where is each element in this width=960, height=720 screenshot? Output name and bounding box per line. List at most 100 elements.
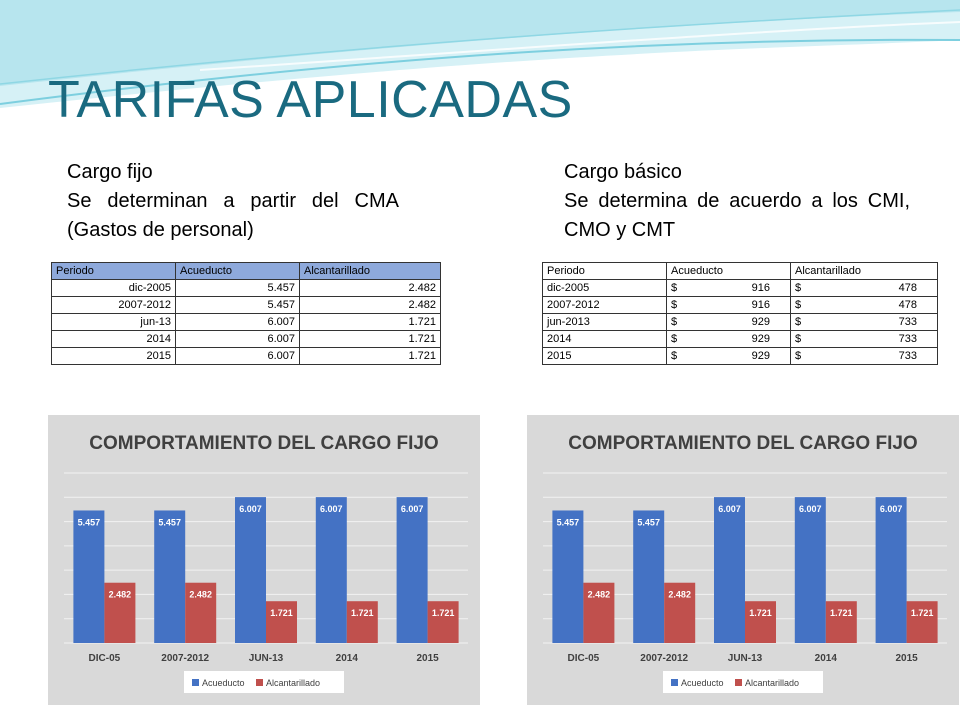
- legend-swatch: [671, 679, 678, 686]
- table-row: jun-13 6.007 1.721: [51, 313, 441, 331]
- table-cell: 1.721: [299, 330, 441, 348]
- bar-alcantarillado: [346, 601, 378, 643]
- currency-symbol: $: [795, 350, 802, 362]
- column-header: Alcantarillado: [299, 262, 441, 280]
- table-row: 2015 6.007 1.721: [51, 347, 441, 365]
- data-label: 1.721: [351, 608, 374, 618]
- table-cell: 2014: [542, 330, 667, 348]
- table-cell: 2.482: [299, 279, 441, 297]
- legend-label: Acueducto: [202, 678, 245, 688]
- cargo-basico-description: Se determina de acuerdo a los CMI, CMO y…: [564, 190, 910, 241]
- table-cell: 6.007: [175, 347, 300, 365]
- table-cell: $916: [666, 296, 791, 314]
- cell-value: 916: [751, 299, 770, 311]
- cell-value: 733: [898, 333, 917, 345]
- column-header: Acueducto: [666, 262, 791, 280]
- currency-symbol: $: [795, 282, 802, 294]
- currency-symbol: $: [795, 316, 802, 328]
- table-cell: 1.721: [299, 313, 441, 331]
- data-label: 6.007: [320, 504, 343, 514]
- table-cell: 6.007: [175, 313, 300, 331]
- cell-value: 478: [898, 282, 917, 294]
- table-row: 2014 $929 $733: [542, 330, 938, 348]
- x-tick-label: 2015: [416, 653, 439, 664]
- data-label: 5.457: [78, 517, 101, 527]
- data-label: 5.457: [557, 517, 580, 527]
- bar-alcantarillado: [583, 582, 615, 643]
- cargo-basico-text: Cargo básico Se determina de acuerdo a l…: [564, 158, 910, 245]
- bar-chart: COMPORTAMIENTO DEL CARGO FIJO 5.457 2.482 D…: [543, 433, 947, 693]
- table-cell: $916: [666, 279, 791, 297]
- slide-title: TARIFAS APLICADAS: [48, 71, 573, 129]
- bar-acueducto: [714, 497, 745, 643]
- cargo-basico-heading: Cargo básico: [564, 161, 682, 183]
- bar-alcantarillado: [825, 601, 857, 643]
- table-cell: 1.721: [299, 347, 441, 365]
- bar-acueducto: [315, 497, 347, 643]
- column-header: Periodo: [542, 262, 667, 280]
- data-label: 6.007: [718, 504, 741, 514]
- data-label: 5.457: [637, 517, 660, 527]
- data-label: 2.482: [109, 590, 132, 600]
- table-cell: jun-13: [51, 313, 176, 331]
- bar-acueducto: [633, 510, 665, 643]
- cell-value: 929: [751, 350, 770, 362]
- table-cell: $929: [666, 330, 791, 348]
- cargo-fijo-chart-left: COMPORTAMIENTO DEL CARGO FIJO 5.457 2.482 D…: [48, 415, 480, 705]
- cell-value: 478: [898, 299, 917, 311]
- bar-alcantarillado: [427, 601, 459, 643]
- table-row: 2015 $929 $733: [542, 347, 938, 365]
- legend-swatch: [192, 679, 199, 686]
- cargo-fijo-text: Cargo fijo Se determinan a partir del CM…: [67, 158, 399, 245]
- table-cell: 2015: [542, 347, 667, 365]
- cargo-fijo-chart-right: COMPORTAMIENTO DEL CARGO FIJO 5.457 2.482 D…: [527, 415, 959, 705]
- bar-acueducto: [73, 510, 105, 643]
- cargo-fijo-heading: Cargo fijo: [67, 161, 153, 183]
- x-tick-label: 2007-2012: [161, 653, 209, 664]
- bar-chart: COMPORTAMIENTO DEL CARGO FIJO 5.457 2.482 D…: [64, 433, 468, 693]
- table-cell: $478: [790, 296, 938, 314]
- bar-alcantarillado: [266, 601, 297, 643]
- table-cell: $733: [790, 313, 938, 331]
- x-tick-label: JUN-13: [728, 653, 763, 664]
- bar-acueducto: [235, 497, 266, 643]
- legend-box: [663, 671, 823, 693]
- table-cell: 2014: [51, 330, 176, 348]
- table-cell: 6.007: [175, 330, 300, 348]
- legend-label: Alcantarillado: [745, 678, 799, 688]
- table-cell: $733: [790, 347, 938, 365]
- table-cell: $733: [790, 330, 938, 348]
- table-cell: 2015: [51, 347, 176, 365]
- table-row: dic-2005 5.457 2.482: [51, 279, 441, 297]
- table-row: dic-2005 $916 $478: [542, 279, 938, 297]
- table-cell: 2.482: [299, 296, 441, 314]
- table-cell: 2007-2012: [51, 296, 176, 314]
- bar-acueducto: [794, 497, 826, 643]
- table-cell: $478: [790, 279, 938, 297]
- bar-acueducto: [154, 510, 186, 643]
- cargo-basico-table: Periodo Acueducto Alcantarillado dic-200…: [542, 262, 938, 365]
- currency-symbol: $: [671, 316, 678, 328]
- legend-swatch: [256, 679, 263, 686]
- table-row: 2007-2012 5.457 2.482: [51, 296, 441, 314]
- data-label: 1.721: [830, 608, 853, 618]
- x-tick-label: JUN-13: [249, 653, 284, 664]
- table-cell: 2007-2012: [542, 296, 667, 314]
- cell-value: 929: [751, 316, 770, 328]
- data-label: 6.007: [401, 504, 424, 514]
- legend-label: Acueducto: [681, 678, 724, 688]
- x-tick-label: DIC-05: [568, 653, 600, 664]
- chart-legend: Acueducto Alcantarillado: [184, 671, 344, 693]
- cell-value: 733: [898, 316, 917, 328]
- table-header-row: Periodo Acueducto Alcantarillado: [51, 262, 441, 280]
- chart-legend: Acueducto Alcantarillado: [663, 671, 823, 693]
- currency-symbol: $: [795, 333, 802, 345]
- table-cell: 5.457: [175, 296, 300, 314]
- currency-symbol: $: [671, 350, 678, 362]
- x-tick-label: 2007-2012: [640, 653, 688, 664]
- cell-value: 929: [751, 333, 770, 345]
- chart-title: COMPORTAMIENTO DEL CARGO FIJO: [568, 433, 917, 454]
- data-label: 6.007: [239, 504, 262, 514]
- currency-symbol: $: [795, 299, 802, 311]
- bar-alcantarillado: [745, 601, 776, 643]
